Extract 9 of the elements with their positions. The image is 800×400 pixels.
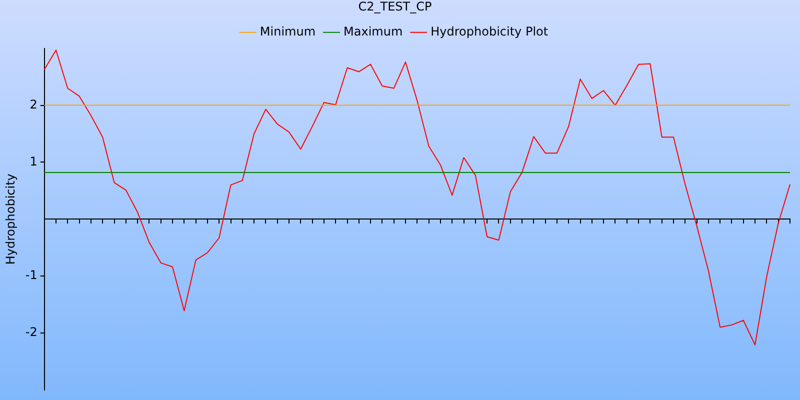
legend-label: Minimum bbox=[260, 24, 316, 39]
y-axis-title: Hydrophobicity bbox=[3, 174, 18, 265]
chart-title: C2_TEST_CP bbox=[358, 0, 432, 14]
legend-label: Hydrophobicity Plot bbox=[430, 24, 548, 39]
y-tick-label: -1 bbox=[25, 268, 38, 282]
legend-label: Maximum bbox=[344, 24, 403, 39]
y-tick-label: 2 bbox=[30, 97, 38, 112]
y-tick-label: 1 bbox=[30, 154, 38, 168]
y-tick-label: -2 bbox=[25, 325, 38, 340]
